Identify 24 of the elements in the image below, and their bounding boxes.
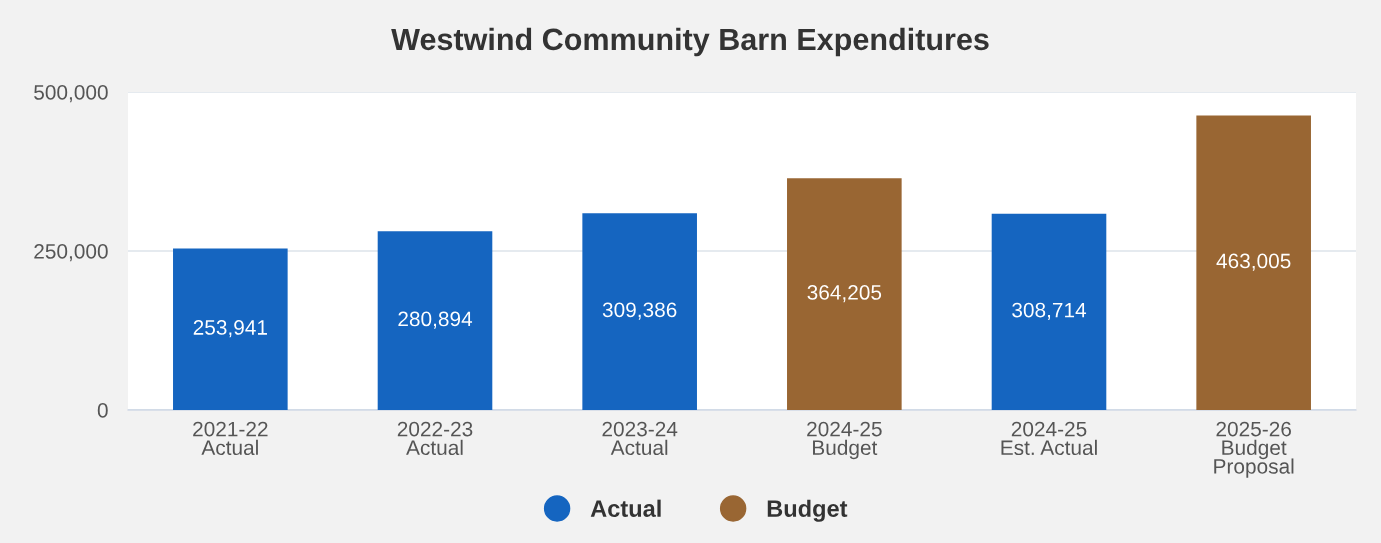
y-tick-label: 250,000 [34, 244, 108, 262]
bar [377, 231, 493, 410]
y-tick-label: 0 [97, 403, 108, 418]
bar [582, 213, 697, 410]
x-tick-label: 2024-25 Est. Actual [1001, 421, 1097, 456]
x-tick-label: 2023-24 Actual [602, 421, 678, 456]
y-tick-label: 500,000 [34, 85, 108, 103]
legend-label: Budget [767, 499, 848, 522]
data-label: 280,894 [398, 311, 473, 329]
data-label: 253,941 [193, 320, 267, 338]
bar [173, 248, 288, 410]
x-tick-label: 2025-26 Budget Proposal [1214, 421, 1294, 478]
bar [1196, 115, 1311, 410]
data-label: 364,205 [807, 285, 882, 303]
chart-title: Westwind Community Barn Expenditures [391, 27, 989, 57]
data-label: 308,714 [1012, 302, 1087, 320]
x-tick-label: 2024-25 Budget [807, 421, 882, 460]
data-label: 309,386 [602, 302, 677, 320]
legend-label: Actual [590, 499, 661, 517]
x-tick-label: 2021-22 Actual [193, 421, 268, 456]
bar [991, 213, 1107, 410]
x-tick-label: 2022-23 Actual [397, 421, 473, 456]
data-label: 463,005 [1216, 253, 1291, 271]
bar [787, 178, 902, 410]
